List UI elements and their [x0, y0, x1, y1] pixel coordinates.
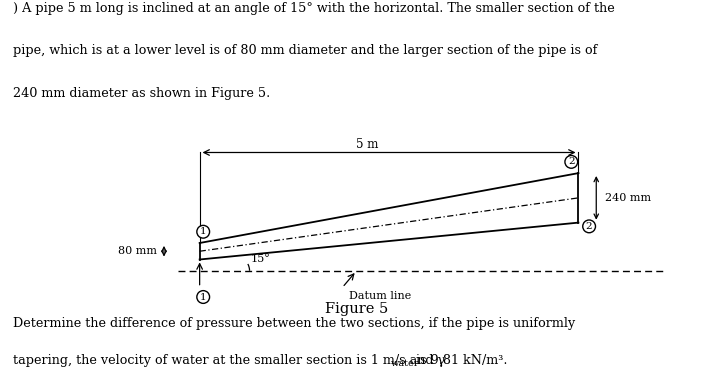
Text: Datum line: Datum line [349, 291, 411, 302]
Text: 1: 1 [200, 227, 207, 236]
Text: 80 mm: 80 mm [118, 246, 157, 256]
Text: tapering, the velocity of water at the smaller section is 1 m/s and γ: tapering, the velocity of water at the s… [13, 354, 445, 368]
Text: 5 m: 5 m [356, 138, 379, 151]
Text: Figure 5: Figure 5 [325, 302, 388, 316]
Text: Determine the difference of pressure between the two sections, if the pipe is un: Determine the difference of pressure bet… [13, 317, 575, 330]
Text: 1: 1 [200, 292, 207, 302]
Text: 2: 2 [568, 158, 575, 166]
Text: 240 mm diameter as shown in Figure 5.: 240 mm diameter as shown in Figure 5. [13, 87, 270, 100]
Text: ) A pipe 5 m long is inclined at an angle of 15° with the horizontal. The smalle: ) A pipe 5 m long is inclined at an angl… [13, 2, 615, 15]
Text: 240 mm: 240 mm [605, 193, 651, 203]
Text: water: water [391, 359, 419, 368]
Text: pipe, which is at a lower level is of 80 mm diameter and the larger section of t: pipe, which is at a lower level is of 80… [13, 44, 597, 57]
Text: 15°: 15° [251, 255, 271, 264]
Text: is 9.81 kN/m³.: is 9.81 kN/m³. [412, 354, 508, 368]
Text: 2: 2 [586, 222, 593, 231]
